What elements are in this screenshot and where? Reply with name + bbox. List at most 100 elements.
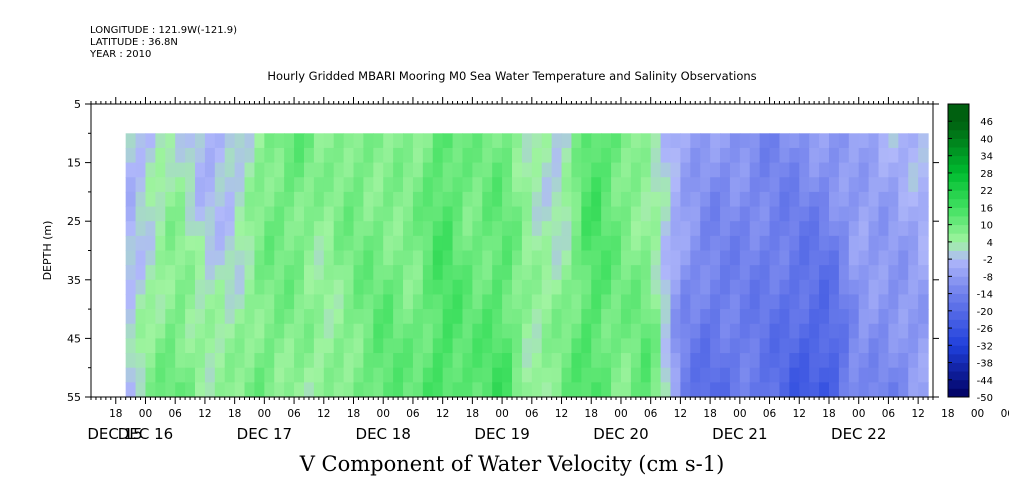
heatmap-cell bbox=[700, 191, 711, 208]
heatmap-cell bbox=[244, 279, 256, 296]
heatmap-cell bbox=[175, 191, 186, 208]
heatmap-cell bbox=[769, 367, 781, 383]
heatmap-cell bbox=[323, 206, 335, 222]
heatmap-cell bbox=[749, 309, 761, 325]
heatmap-cell bbox=[125, 309, 137, 325]
heatmap-cell bbox=[254, 323, 265, 339]
heatmap-cell bbox=[868, 353, 880, 369]
heatmap-cell bbox=[452, 338, 464, 354]
heatmap-cell bbox=[234, 221, 246, 237]
heatmap-cell bbox=[601, 221, 612, 237]
heatmap-cell bbox=[828, 147, 840, 164]
heatmap-cell bbox=[660, 177, 672, 193]
heatmap-cell bbox=[472, 147, 483, 164]
heatmap-cell bbox=[630, 221, 642, 237]
heatmap-cell bbox=[819, 235, 830, 252]
colorbar-swatch bbox=[948, 104, 969, 114]
heatmap-cell bbox=[343, 235, 355, 252]
colorbar-swatch bbox=[948, 181, 969, 191]
heatmap-cell bbox=[353, 162, 365, 178]
heatmap-cell bbox=[759, 206, 771, 222]
heatmap-cell bbox=[858, 221, 870, 237]
heatmap-cell bbox=[442, 323, 454, 339]
heatmap-cell bbox=[294, 323, 305, 339]
colorbar-swatch bbox=[948, 138, 969, 148]
colorbar-label: 28 bbox=[980, 169, 993, 180]
heatmap-cell bbox=[541, 382, 553, 398]
heatmap-cell bbox=[195, 353, 206, 369]
heatmap-cell bbox=[393, 367, 404, 383]
heatmap-cell bbox=[393, 338, 404, 354]
heatmap-cell bbox=[492, 367, 503, 383]
heatmap-cell bbox=[323, 177, 335, 193]
heatmap-cell bbox=[175, 133, 186, 149]
heatmap-cell bbox=[611, 177, 622, 193]
heatmap-cell bbox=[591, 265, 602, 281]
heatmap-cell bbox=[264, 382, 275, 398]
heatmap-cell bbox=[591, 177, 602, 193]
heatmap-cell bbox=[214, 367, 226, 383]
heatmap-cell bbox=[848, 147, 860, 164]
heatmap-cell bbox=[769, 206, 781, 222]
heatmap-cell bbox=[809, 323, 820, 339]
heatmap-cell bbox=[432, 191, 444, 208]
heatmap-cell bbox=[343, 221, 355, 237]
heatmap-cell bbox=[462, 221, 473, 237]
heatmap-cell bbox=[442, 338, 454, 354]
heatmap-cell bbox=[363, 294, 374, 310]
heatmap-cell bbox=[155, 235, 166, 252]
heatmap-cell bbox=[264, 323, 275, 339]
heatmap-cell bbox=[680, 279, 691, 296]
heatmap-cell bbox=[145, 133, 156, 149]
heatmap-cell bbox=[185, 235, 196, 252]
heatmap-cell bbox=[165, 235, 176, 252]
heatmap-cell bbox=[452, 177, 464, 193]
heatmap-cell bbox=[670, 177, 681, 193]
heatmap-cell bbox=[125, 235, 137, 252]
heatmap-cell bbox=[581, 309, 592, 325]
heatmap-cell bbox=[294, 147, 305, 164]
heatmap-cell bbox=[670, 279, 681, 296]
heatmap-cell bbox=[729, 206, 741, 222]
heatmap-cell bbox=[185, 294, 196, 310]
heatmap-cell bbox=[848, 265, 860, 281]
heatmap-cell bbox=[700, 235, 711, 252]
x-tick-label: 06 bbox=[525, 408, 539, 420]
heatmap-cell bbox=[729, 367, 741, 383]
heatmap-cell bbox=[333, 235, 345, 252]
heatmap-cell bbox=[898, 162, 909, 178]
heatmap-cell bbox=[898, 206, 909, 222]
heatmap-cell bbox=[403, 382, 414, 398]
heatmap-cell bbox=[403, 338, 414, 354]
heatmap-cell bbox=[303, 367, 315, 383]
heatmap-cell bbox=[838, 279, 850, 296]
heatmap-cell bbox=[828, 367, 840, 383]
heatmap-cell bbox=[521, 147, 533, 164]
heatmap-cell bbox=[660, 147, 672, 164]
heatmap-cell bbox=[739, 279, 751, 296]
heatmap-cell bbox=[442, 279, 454, 296]
heatmap-cell bbox=[284, 177, 295, 193]
heatmap-cell bbox=[432, 309, 444, 325]
heatmap-cell bbox=[650, 382, 662, 398]
heatmap-cell bbox=[452, 309, 464, 325]
heatmap-cell bbox=[729, 235, 741, 252]
heatmap-cell bbox=[412, 221, 424, 237]
heatmap-cell bbox=[353, 367, 365, 383]
heatmap-cell bbox=[165, 250, 176, 266]
heatmap-cell bbox=[264, 162, 275, 178]
heatmap-cell bbox=[185, 323, 196, 339]
heatmap-cell bbox=[492, 177, 503, 193]
heatmap-cell bbox=[680, 162, 691, 178]
heatmap-cell bbox=[264, 221, 275, 237]
heatmap-cell bbox=[274, 279, 285, 296]
heatmap-cell bbox=[422, 133, 434, 149]
heatmap-cell bbox=[660, 235, 672, 252]
heatmap-cell bbox=[838, 235, 850, 252]
heatmap-cell bbox=[710, 133, 721, 149]
heatmap-cell bbox=[323, 265, 335, 281]
heatmap-cell bbox=[145, 265, 156, 281]
heatmap-cell bbox=[650, 235, 662, 252]
heatmap-cell bbox=[551, 235, 563, 252]
colorbar-swatch bbox=[948, 155, 969, 165]
